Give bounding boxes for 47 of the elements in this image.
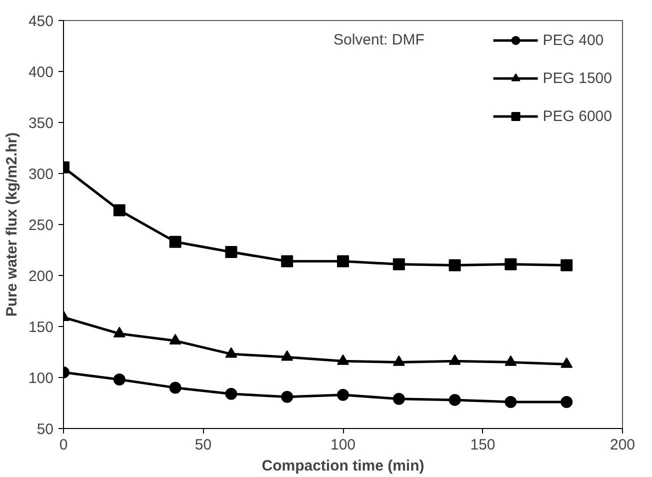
point [448,394,461,406]
point [504,355,517,366]
point [560,259,573,272]
point [169,334,182,344]
y-axis-title: Pure water flux (kg/m2.hr) [3,132,20,317]
y-tick-label: 300 [28,166,54,183]
point [448,259,461,272]
y-tick-label: 450 [28,13,54,30]
point [225,388,238,400]
x-axis-title: Compaction time (min) [262,458,424,474]
point [169,236,182,248]
point [281,255,294,268]
point [169,382,182,394]
point [392,392,405,405]
y-tick-label: 150 [28,319,54,336]
point [560,396,573,408]
point [225,347,238,358]
x-tick-label: 200 [610,436,636,454]
point [392,258,405,270]
point [337,388,349,401]
annotation: Solvent: DMF [334,32,424,48]
y-tick-label: 200 [28,268,54,285]
point [392,355,405,366]
legend-label: PEG 400 [542,32,604,48]
point [281,350,294,361]
x-tick-label: 100 [330,436,356,454]
point [337,255,349,268]
point [281,390,294,403]
y-tick-label: 350 [28,115,54,132]
x-tick-label: 0 [59,436,68,454]
y-tick-label: 400 [28,64,54,81]
x-tick-label: 50 [194,436,212,454]
point [504,258,517,270]
y-tick-label: 50 [36,421,54,438]
point [113,326,126,338]
y-tick-label: 250 [28,217,54,234]
point [225,246,238,258]
legend-label: PEG 6000 [542,108,612,124]
point [504,396,517,408]
y-tick-label: 100 [28,370,54,387]
point [113,374,126,386]
point [113,204,126,216]
point [337,354,349,365]
point [448,354,461,365]
x-tick-label: 150 [470,436,496,454]
legend-label: PEG 1500 [542,70,612,86]
point [560,357,573,368]
